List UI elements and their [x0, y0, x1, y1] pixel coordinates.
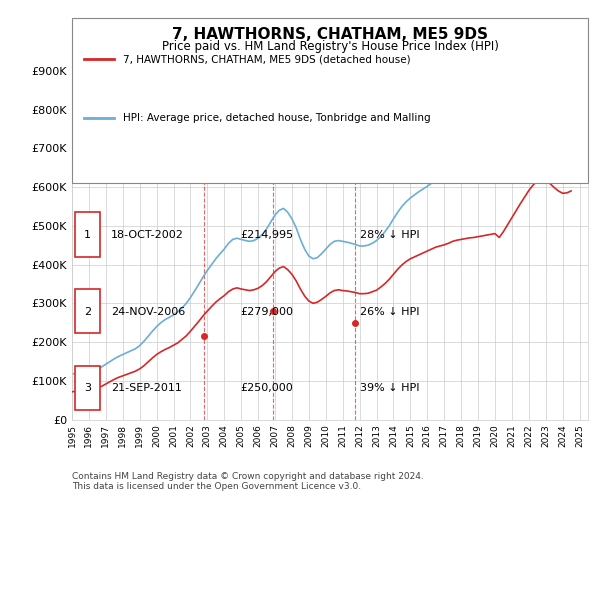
Text: 2: 2	[84, 307, 91, 316]
Text: 2: 2	[270, 94, 277, 104]
Text: 18-OCT-2002: 18-OCT-2002	[111, 230, 184, 240]
Text: 7, HAWTHORNS, CHATHAM, ME5 9DS (detached house): 7, HAWTHORNS, CHATHAM, ME5 9DS (detached…	[123, 54, 410, 64]
Text: 28% ↓ HPI: 28% ↓ HPI	[360, 230, 419, 240]
Text: 3: 3	[84, 384, 91, 393]
Text: 26% ↓ HPI: 26% ↓ HPI	[360, 307, 419, 316]
Text: 3: 3	[352, 94, 358, 104]
Text: £214,995: £214,995	[240, 230, 293, 240]
Text: £250,000: £250,000	[240, 384, 293, 393]
Text: 21-SEP-2011: 21-SEP-2011	[111, 384, 182, 393]
Text: HPI: Average price, detached house, Tonbridge and Malling: HPI: Average price, detached house, Tonb…	[123, 113, 431, 123]
Text: 1: 1	[201, 94, 207, 104]
Text: 7, HAWTHORNS, CHATHAM, ME5 9DS: 7, HAWTHORNS, CHATHAM, ME5 9DS	[172, 27, 488, 41]
Text: 39% ↓ HPI: 39% ↓ HPI	[360, 384, 419, 393]
Text: 24-NOV-2006: 24-NOV-2006	[111, 307, 185, 316]
Text: Price paid vs. HM Land Registry's House Price Index (HPI): Price paid vs. HM Land Registry's House …	[161, 40, 499, 53]
Text: Contains HM Land Registry data © Crown copyright and database right 2024.
This d: Contains HM Land Registry data © Crown c…	[72, 472, 424, 491]
Text: 1: 1	[84, 230, 91, 240]
Text: £279,000: £279,000	[240, 307, 293, 316]
